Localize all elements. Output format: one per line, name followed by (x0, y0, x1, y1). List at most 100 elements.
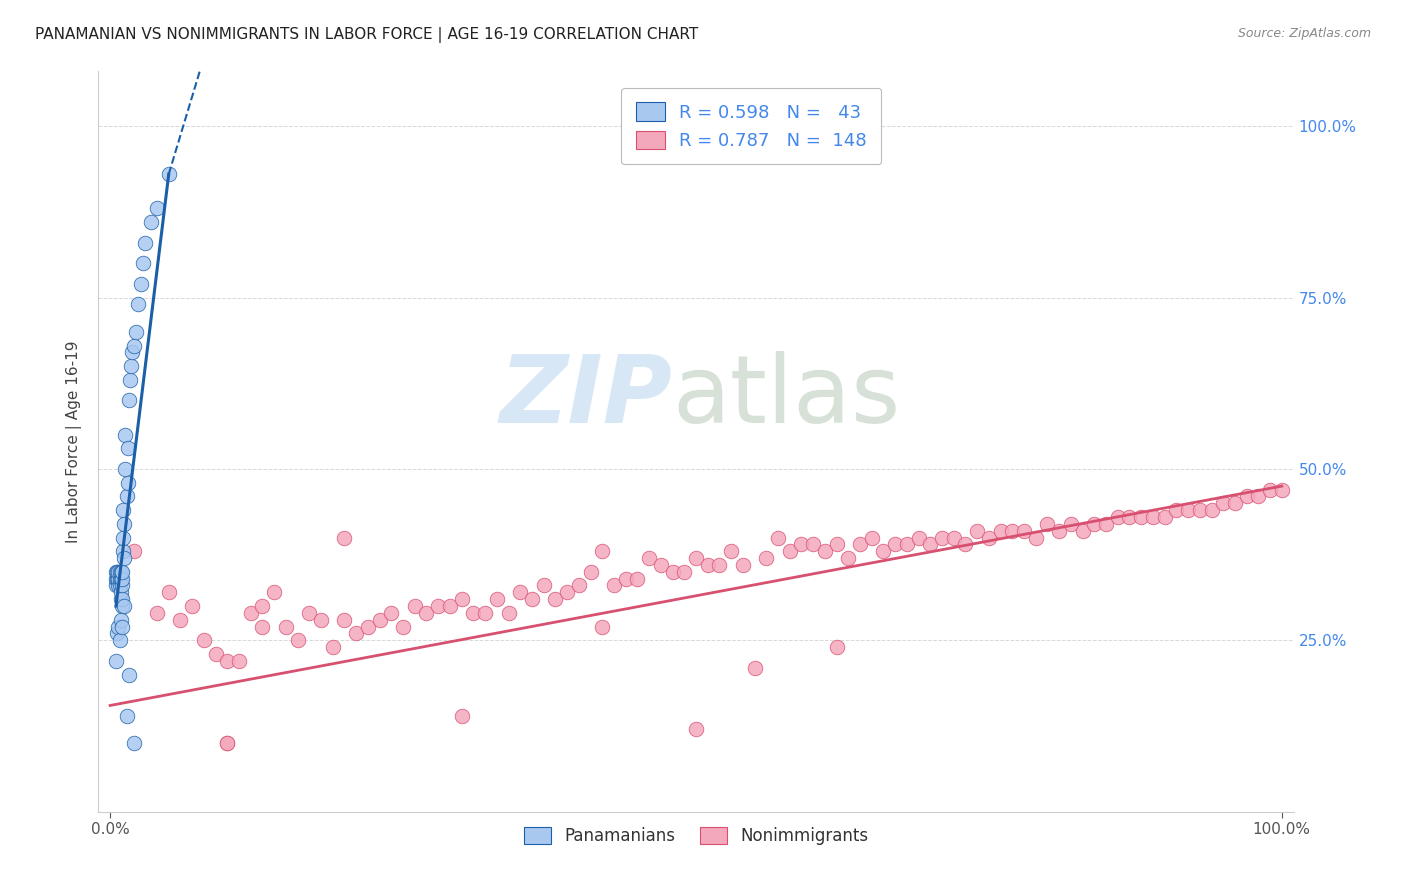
Text: ZIP: ZIP (499, 351, 672, 443)
Point (1118, 510, 1140, 524)
Point (485, 592, 508, 607)
Point (157, 167, 180, 181)
Point (1223, 496, 1246, 510)
Point (450, 708, 472, 723)
Point (110, 585, 132, 599)
Point (146, 202, 169, 216)
Text: PANAMANIAN VS NONIMMIGRANTS IN LABOR FORCE | AGE 16-19 CORRELATION CHART: PANAMANIAN VS NONIMMIGRANTS IN LABOR FOR… (35, 27, 699, 43)
Point (105, 654, 128, 668)
Point (114, 462, 136, 476)
Point (591, 544, 613, 558)
Point (344, 626, 367, 640)
Point (112, 551, 135, 566)
Point (1153, 510, 1175, 524)
Point (127, 297, 149, 311)
Point (309, 613, 332, 627)
Point (520, 592, 543, 607)
Point (322, 640, 344, 655)
Point (274, 619, 297, 633)
Point (287, 633, 309, 648)
Point (112, 503, 135, 517)
Point (709, 558, 731, 572)
Point (463, 606, 485, 620)
Point (181, 599, 204, 613)
Point (105, 626, 128, 640)
Point (252, 599, 274, 613)
Point (111, 572, 134, 586)
Point (111, 578, 134, 592)
Point (239, 606, 262, 620)
Point (849, 537, 872, 551)
Point (122, 544, 145, 558)
Point (107, 572, 129, 586)
Point (118, 393, 141, 408)
Point (1188, 503, 1211, 517)
Point (685, 551, 707, 566)
Point (766, 531, 789, 545)
Point (931, 531, 953, 545)
Point (544, 592, 567, 607)
Point (1212, 496, 1234, 510)
Point (333, 531, 356, 545)
Point (1107, 510, 1129, 524)
Point (193, 633, 215, 648)
Point (122, 338, 145, 352)
Point (837, 551, 859, 566)
Point (112, 531, 135, 545)
Point (117, 475, 139, 490)
Point (603, 578, 626, 592)
Point (122, 736, 145, 750)
Point (107, 578, 129, 592)
Legend: Panamanians, Nonimmigrants: Panamanians, Nonimmigrants (517, 820, 875, 852)
Point (1130, 510, 1153, 524)
Point (112, 599, 135, 613)
Point (1095, 516, 1118, 531)
Point (112, 516, 135, 531)
Point (450, 592, 472, 607)
Point (579, 565, 602, 579)
Point (141, 215, 163, 229)
Point (204, 647, 226, 661)
Point (920, 537, 942, 551)
Point (105, 565, 128, 579)
Point (112, 544, 135, 558)
Point (555, 585, 578, 599)
Point (977, 531, 1000, 545)
Point (1071, 524, 1094, 538)
Point (105, 572, 128, 586)
Y-axis label: In Labor Force | Age 16-19: In Labor Force | Age 16-19 (66, 340, 83, 543)
Point (357, 619, 380, 633)
Point (1012, 524, 1035, 538)
Point (169, 613, 191, 627)
Point (825, 537, 848, 551)
Text: Source: ZipAtlas.com: Source: ZipAtlas.com (1237, 27, 1371, 40)
Point (105, 572, 128, 586)
Point (111, 565, 134, 579)
Text: atlas: atlas (672, 351, 900, 443)
Point (263, 585, 285, 599)
Point (801, 537, 824, 551)
Point (217, 736, 239, 750)
Point (108, 572, 131, 586)
Point (1047, 524, 1070, 538)
Point (872, 544, 894, 558)
Point (1258, 483, 1281, 497)
Point (107, 619, 129, 633)
Point (108, 578, 131, 592)
Point (108, 565, 131, 579)
Point (896, 537, 918, 551)
Point (942, 531, 965, 545)
Point (298, 606, 321, 620)
Point (368, 613, 391, 627)
Point (661, 565, 683, 579)
Point (626, 572, 648, 586)
Point (474, 606, 496, 620)
Point (108, 633, 131, 648)
Point (380, 606, 402, 620)
Point (111, 599, 134, 613)
Point (115, 489, 138, 503)
Point (1271, 483, 1294, 497)
Point (568, 578, 591, 592)
Point (744, 661, 766, 675)
Point (860, 531, 883, 545)
